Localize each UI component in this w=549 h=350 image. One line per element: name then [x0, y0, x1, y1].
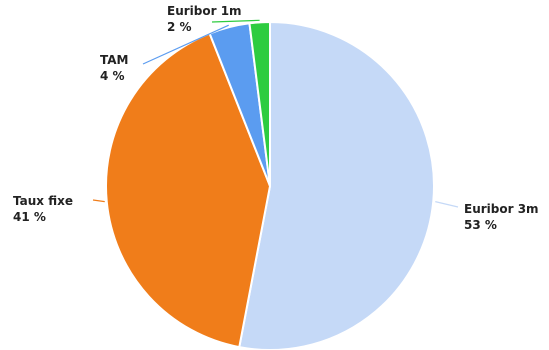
slice-label-euribor-3m: Euribor 3m [464, 202, 539, 216]
slice-label-euribor-1m: Euribor 1m [167, 4, 242, 18]
leader-line-tam [142, 24, 229, 65]
pie-slice-euribor-1m [248, 20, 271, 187]
pie-slice-euribor-3m [238, 20, 435, 350]
leader-line-euribor-1m [211, 19, 260, 23]
pie-slice-taux-fixe [105, 32, 272, 349]
slice-percent-taux-fixe: 41 % [13, 210, 46, 224]
slice-label-taux-fixe: Taux fixe [13, 194, 73, 208]
leader-line-euribor-3m [435, 201, 459, 208]
leader-lines [92, 19, 459, 208]
slice-percent-tam: 4 % [100, 69, 125, 83]
slice-label-tam: TAM [100, 53, 128, 67]
slice-percent-euribor-1m: 2 % [167, 20, 192, 34]
pie-slices [105, 20, 435, 350]
slice-percent-euribor-3m: 53 % [464, 218, 497, 232]
leader-line-taux-fixe [92, 199, 105, 203]
